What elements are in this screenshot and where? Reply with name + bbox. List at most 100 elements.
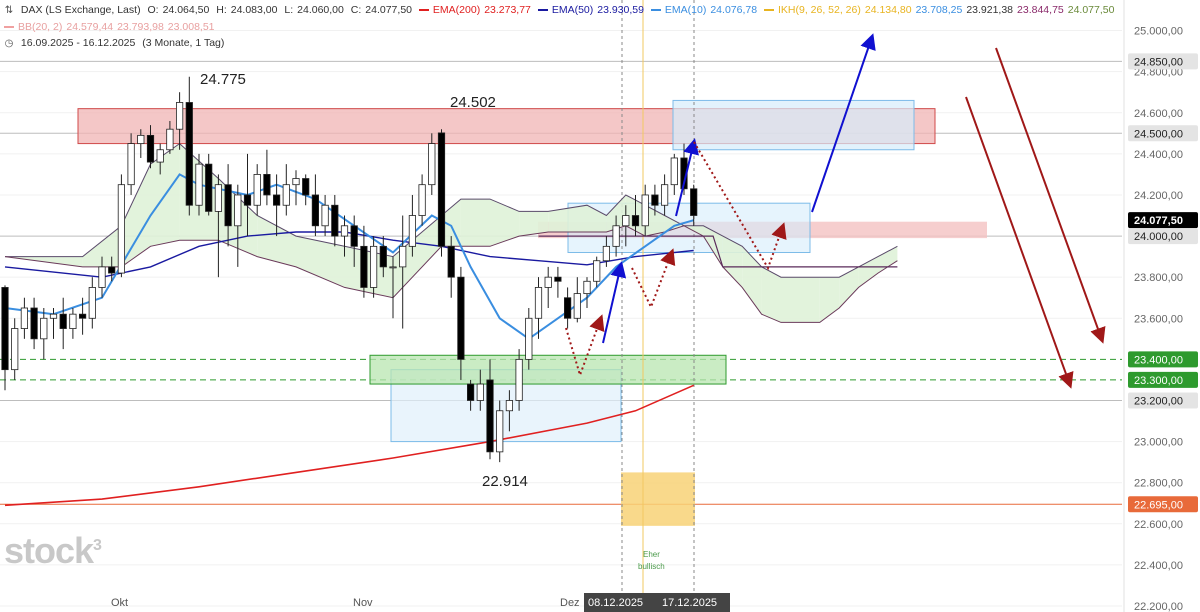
cloud-segment: [761, 266, 781, 323]
candle-body: [69, 313, 77, 329]
candle-body: [457, 276, 465, 360]
ikh-value-4: 23.844,75: [1017, 4, 1064, 16]
candle-body: [369, 245, 378, 288]
candle-body: [690, 188, 698, 216]
candle-body: [486, 379, 494, 453]
cloud-segment: [858, 256, 878, 288]
price-tag-label: 23.400,00: [1134, 354, 1183, 366]
candle-body: [360, 245, 368, 288]
low-price-label: 22.914: [482, 473, 528, 490]
price-tag-bg: [1128, 125, 1198, 142]
candle-body: [146, 134, 155, 163]
ema10-label[interactable]: EMA(10): [664, 4, 707, 16]
x-month-label: Nov: [353, 597, 373, 609]
y-tick-label: 22.200,00: [1134, 601, 1183, 612]
legend-row-range: ◷ 16.09.2025 - 16.12.2025 (3 Monate, 1 T…: [4, 35, 1118, 52]
candle-body: [466, 383, 475, 401]
mid-price-label: 24.502: [450, 94, 496, 111]
price-tag-label: 24.500,00: [1134, 128, 1183, 140]
candle-body: [408, 215, 417, 247]
bb-value-1: 24.579,44: [66, 21, 114, 33]
candle-body: [30, 307, 38, 340]
candle-body: [1, 287, 9, 371]
dotted-path-1: [565, 314, 605, 379]
candle-body: [205, 163, 213, 212]
projection-arrows: [565, 33, 1106, 389]
candle-body: [263, 174, 271, 196]
candle-body: [195, 163, 203, 206]
candle-body: [389, 266, 397, 269]
x-month-label: Okt: [111, 597, 128, 609]
time-axis[interactable]: Okt Nov Dez 08.12.2025 17.12.2025: [111, 593, 730, 612]
candle-body: [234, 194, 242, 227]
chart-type-icon[interactable]: ⇅: [4, 5, 14, 16]
price-tag-label: 24.850,00: [1134, 56, 1183, 68]
candle-body: [282, 184, 290, 206]
candle-body: [40, 317, 48, 340]
bb-label[interactable]: BB(20, 2): [18, 21, 63, 33]
logo-text: stock: [4, 530, 94, 571]
y-tick-label: 22.400,00: [1134, 560, 1183, 572]
candle-body: [399, 245, 407, 268]
cloud-segment: [587, 205, 607, 232]
cloud-segment: [490, 199, 520, 247]
candle-body: [59, 313, 67, 329]
cloud-segment: [742, 246, 762, 315]
logo-superscript: 3: [93, 537, 102, 554]
cloud-segment: [839, 266, 859, 308]
cloud-segment: [722, 236, 743, 288]
ema200-swatch: [418, 9, 429, 12]
price-tag-label: 24.000,00: [1134, 231, 1183, 243]
x-month-label: Dez: [560, 597, 580, 609]
candle-body: [447, 245, 455, 278]
ema200-label[interactable]: EMA(200): [432, 4, 481, 16]
red-arrow-down: [995, 47, 1106, 344]
price-tag-bg: [1128, 351, 1198, 368]
candle-body: [185, 102, 193, 206]
ema200-line: [4, 384, 695, 507]
candle-body: [428, 143, 436, 186]
date-marker-start: 08.12.2025: [588, 597, 643, 609]
cloud-segment: [664, 215, 684, 232]
annotation-line-2: bullisch: [638, 562, 665, 571]
legend-row-bb: BB(20, 2) 24.579,44 23.793,98 23.008,51: [4, 19, 1118, 35]
price-axis[interactable]: 25.000,00 24.800,00 24.600,00 24.400,00 24.2…: [1123, 0, 1200, 612]
cloud-segment: [257, 215, 296, 267]
blue-arrow-up: [675, 138, 699, 217]
price-tag-bg: [1128, 496, 1198, 513]
ikh-value-1: 24.134,80: [864, 4, 912, 16]
cloud-segment: [121, 164, 151, 267]
candle-body: [127, 143, 135, 186]
candle-body: [476, 383, 484, 401]
candle-body: [214, 184, 222, 212]
ema50-value: 23.930,59: [597, 4, 644, 16]
y-tick-label: 23.600,00: [1134, 313, 1183, 325]
bb-swatch: [4, 26, 14, 29]
candle-body: [496, 410, 504, 453]
candlesticks: [1, 76, 698, 463]
candle-body: [651, 194, 659, 206]
candle-body: [292, 178, 300, 186]
close-value: 24.077,50: [365, 4, 412, 16]
ikh-label[interactable]: IKH(9, 26, 52, 26): [777, 4, 861, 16]
zones-layer: [77, 0, 987, 606]
candle-body: [631, 215, 640, 227]
ema10-value: 24.076,78: [710, 4, 758, 16]
candle-body: [321, 204, 329, 227]
candle-body: [641, 194, 649, 227]
candle-body: [564, 297, 572, 319]
dotted-path-3: [693, 141, 787, 271]
candle-body: [573, 293, 581, 319]
candle-body: [49, 313, 58, 319]
ema50-swatch: [537, 9, 548, 12]
candle-body: [272, 194, 281, 206]
date-range: 16.09.2025 - 16.12.2025: [20, 37, 136, 49]
candle-body: [437, 132, 446, 247]
candle-body: [88, 287, 96, 319]
candle-body: [505, 400, 514, 412]
y-tick-label: 24.200,00: [1134, 190, 1183, 202]
ema50-label[interactable]: EMA(50): [551, 4, 594, 16]
candle-body: [137, 134, 145, 144]
price-tag-bg: [1128, 392, 1198, 409]
candle-body: [602, 245, 611, 262]
